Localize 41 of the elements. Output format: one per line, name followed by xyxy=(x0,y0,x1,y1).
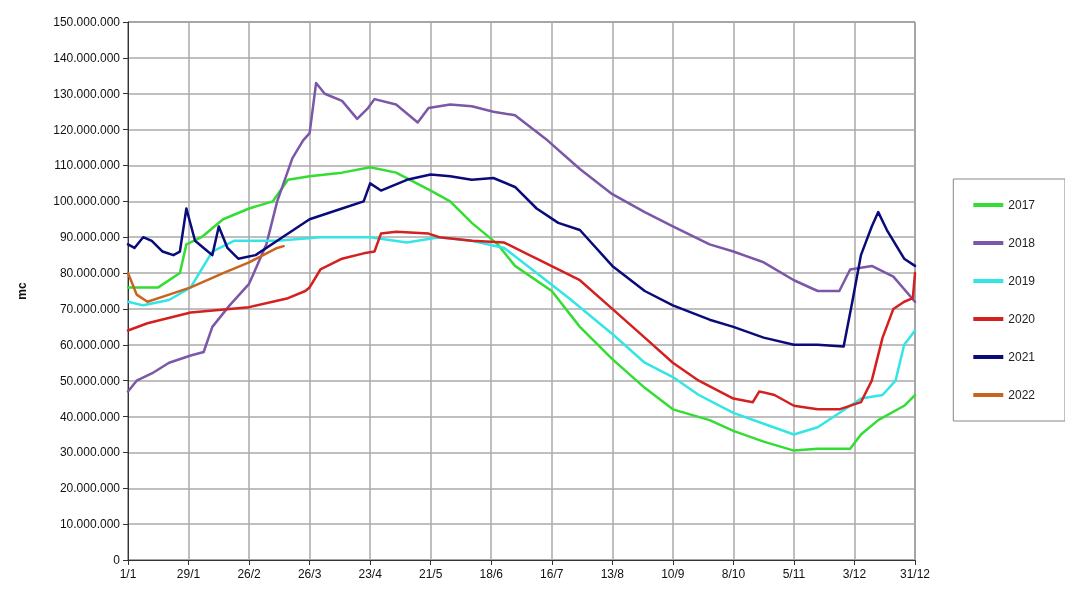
x-tick-label: 5/11 xyxy=(782,567,806,581)
x-tick-label: 21/5 xyxy=(419,567,443,581)
legend-label: 2020 xyxy=(1008,312,1036,326)
x-tick-label: 23/4 xyxy=(358,567,383,581)
y-tick-label: 40.000.000 xyxy=(59,409,121,424)
legend-label: 2018 xyxy=(1008,236,1036,250)
y-tick-label: 30.000.000 xyxy=(59,445,121,460)
legend-label: 2021 xyxy=(1008,350,1036,364)
y-tick-label: 140.000.000 xyxy=(53,50,121,65)
y-axis-title: mc xyxy=(15,282,29,300)
x-tick-label: 8/10 xyxy=(721,567,746,581)
x-tick-label: 13/8 xyxy=(600,567,625,581)
y-tick-label: 90.000.000 xyxy=(59,230,121,245)
y-tick-label: 100.000.000 xyxy=(53,194,121,209)
x-tick-label: 10/9 xyxy=(661,567,685,581)
y-tick-label: 0 xyxy=(113,553,121,567)
y-tick-label: 60.000.000 xyxy=(59,337,121,352)
x-tick-label: 29/1 xyxy=(176,567,201,581)
line-series xyxy=(126,173,917,348)
y-tick-label: 10.000.000 xyxy=(59,517,121,532)
x-tick-label: 18/6 xyxy=(479,567,504,581)
line-series xyxy=(126,81,917,393)
x-tick-label: 3/12 xyxy=(842,567,867,581)
x-tick-label: 26/2 xyxy=(237,567,262,581)
y-tick-label: 70.000.000 xyxy=(59,301,121,316)
y-tick-label: 120.000.000 xyxy=(53,122,121,137)
y-tick-label: 130.000.000 xyxy=(53,86,121,101)
x-tick-label: 26/3 xyxy=(297,567,322,581)
line-series xyxy=(126,244,285,304)
x-tick-label: 31/12 xyxy=(899,567,931,581)
legend-label: 2017 xyxy=(1008,198,1036,212)
line-series xyxy=(126,166,917,452)
y-tick-label: 110.000.000 xyxy=(54,158,121,173)
y-tick-label: 20.000.000 xyxy=(59,481,121,496)
legend-label: 2022 xyxy=(1008,388,1036,402)
y-tick-label: 50.000.000 xyxy=(59,373,121,388)
y-tick-label: 150.000.000 xyxy=(53,15,121,29)
x-tick-label: 1/1 xyxy=(119,567,137,581)
legend-label: 2019 xyxy=(1008,274,1036,288)
x-tick-label: 16/7 xyxy=(540,567,564,581)
y-tick-label: 80.000.000 xyxy=(59,266,121,281)
